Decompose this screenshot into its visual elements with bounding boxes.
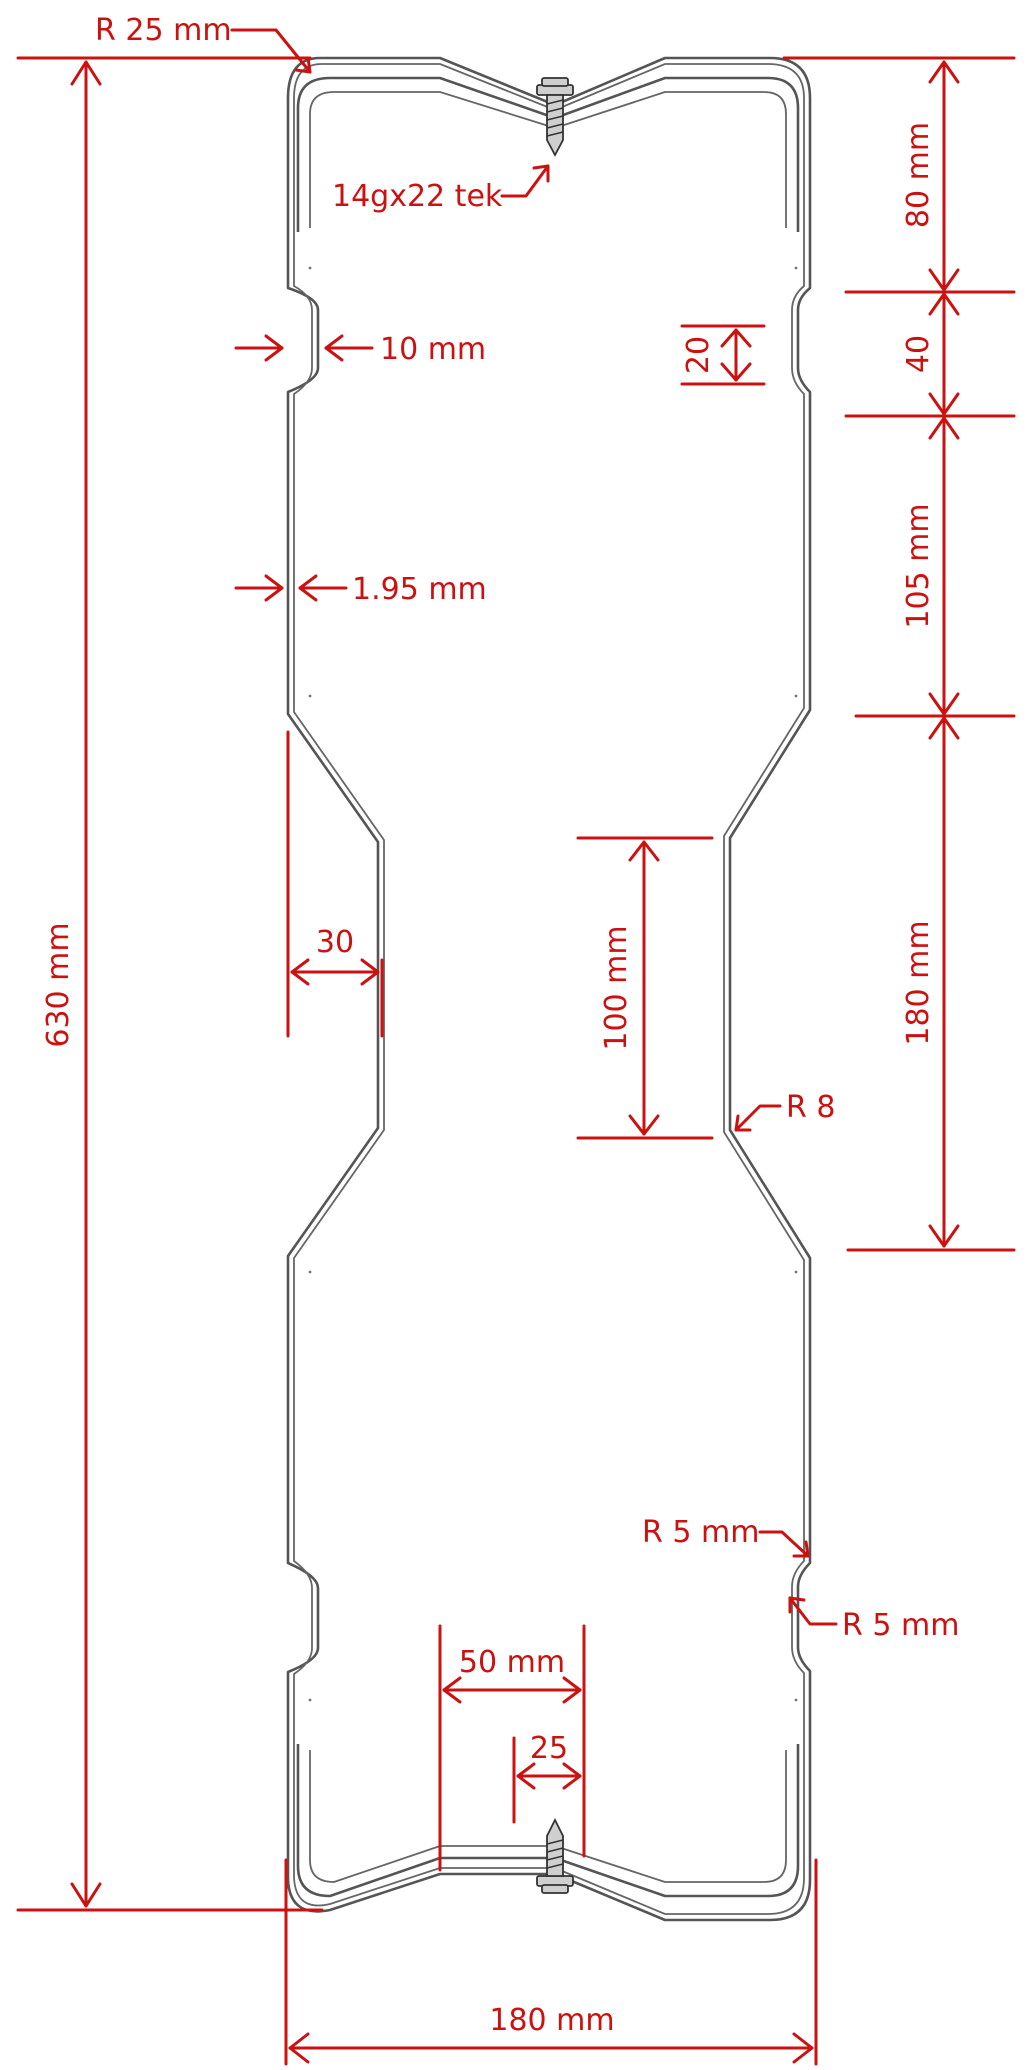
- dim-195: 1.95 mm: [234, 572, 487, 607]
- tek-label: 14gx22 tek: [332, 179, 503, 214]
- dim-195-label: 1.95 mm: [352, 572, 487, 607]
- dim-10-label: 10 mm: [380, 332, 486, 367]
- dim-50: 50 mm: [438, 1624, 586, 1872]
- r8-label: R 8: [786, 1090, 835, 1125]
- dim-25-label: 25: [530, 1731, 568, 1766]
- bottom-tek-screw-icon: [536, 1817, 574, 1894]
- profile-inner-outline: [293, 63, 805, 1915]
- dim-180h-label: 180 mm: [489, 2003, 614, 2038]
- dim-50-label: 50 mm: [459, 1645, 565, 1680]
- dim-20-label: 20: [681, 336, 716, 374]
- r5-lower-callout: R 5 mm: [788, 1596, 959, 1643]
- r8-callout: R 8: [734, 1090, 835, 1132]
- r5-lower-label: R 5 mm: [842, 1608, 959, 1643]
- tek-callout: 14gx22 tek: [332, 164, 550, 214]
- dim-180v-label: 180 mm: [901, 920, 936, 1045]
- dim-right-chain: 80 mm 40 105 mm 180 mm: [782, 56, 1016, 1252]
- r5-upper-callout: R 5 mm: [642, 1515, 810, 1558]
- r25-label: R 25 mm: [95, 13, 232, 48]
- dim-30-label: 30: [316, 925, 354, 960]
- dim-630: 630 mm: [16, 56, 324, 1912]
- dim-25: 25: [512, 1731, 582, 1824]
- steel-section-profile: [286, 56, 812, 1922]
- dim-40-label: 40: [901, 335, 936, 373]
- top-tek-screw-icon: [536, 77, 574, 157]
- dim-105-label: 105 mm: [901, 503, 936, 628]
- dim-100-label: 100 mm: [599, 925, 634, 1050]
- r25-callout: R 25 mm: [95, 13, 312, 74]
- dim-30: 30: [286, 730, 384, 1038]
- dim-630-label: 630 mm: [41, 922, 76, 1047]
- dim-10: 10 mm: [234, 332, 486, 367]
- profile-outer-outline: [286, 56, 812, 1922]
- dim-80-label: 80 mm: [901, 122, 936, 228]
- dim-100: 100 mm: [576, 836, 714, 1140]
- dim-180h: 180 mm: [284, 1858, 818, 2066]
- r5-upper-label: R 5 mm: [642, 1515, 759, 1550]
- dim-20: 20: [680, 324, 766, 386]
